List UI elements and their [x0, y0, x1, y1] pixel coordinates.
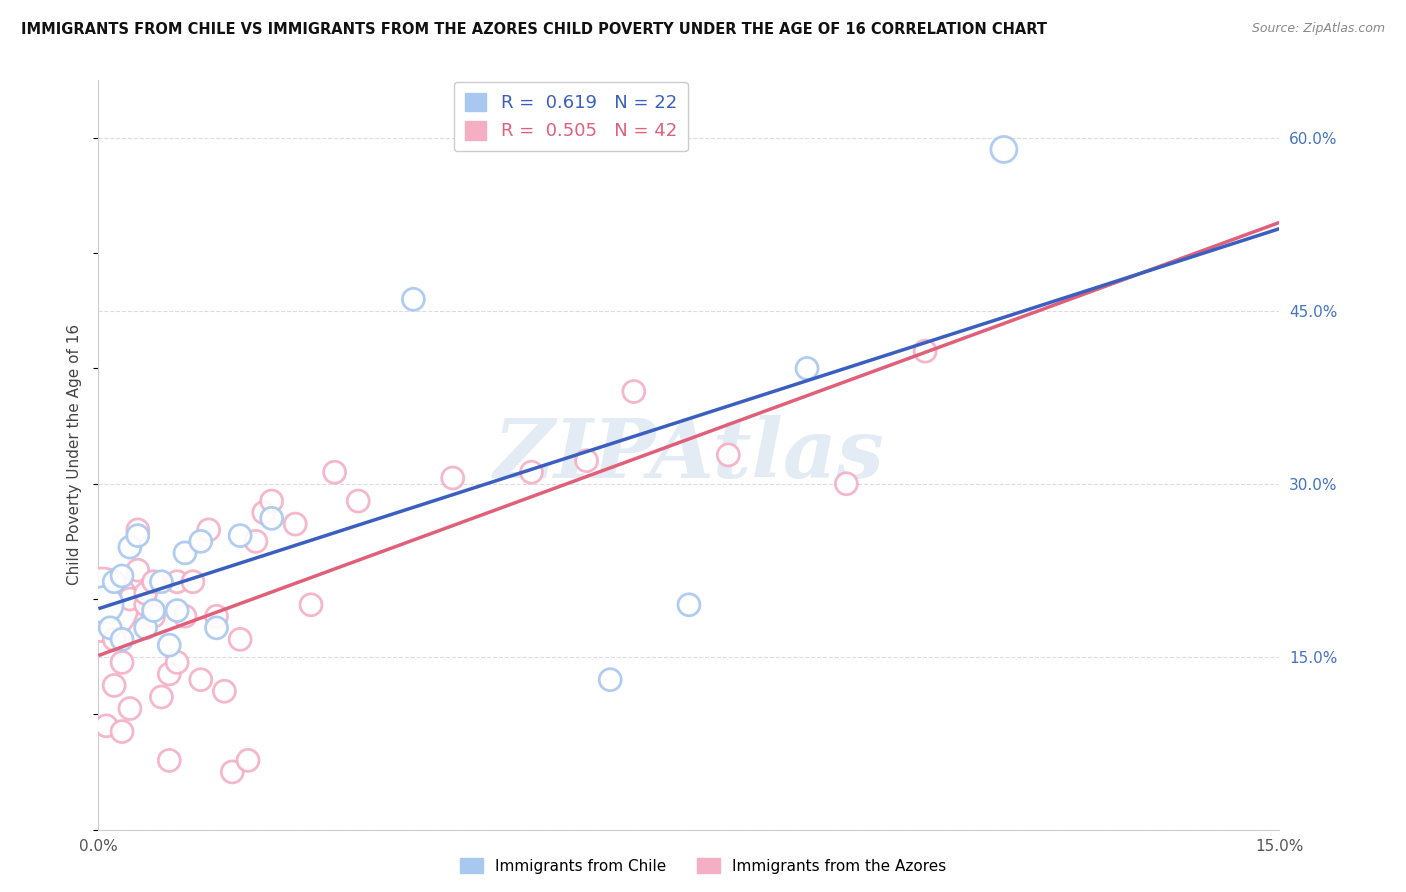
Point [127, 528, 149, 542]
Point [166, 574, 188, 589]
Point [103, 574, 125, 589]
Point [118, 540, 141, 554]
Point [284, 517, 307, 532]
Text: IMMIGRANTS FROM CHILE VS IMMIGRANTS FROM THE AZORES CHILD POVERTY UNDER THE AGE : IMMIGRANTS FROM CHILE VS IMMIGRANTS FROM… [21, 22, 1047, 37]
Point [347, 494, 370, 508]
Point [157, 667, 180, 681]
Point [135, 621, 157, 635]
Point [90, 598, 112, 612]
Point [190, 673, 212, 687]
Point [245, 534, 267, 549]
Point [197, 523, 219, 537]
Point [111, 724, 134, 739]
Point [111, 656, 134, 670]
Point [993, 143, 1015, 157]
Point [174, 609, 197, 624]
Point [575, 453, 598, 467]
Point [142, 609, 165, 624]
Legend: R =  0.619   N = 22, R =  0.505   N = 42: R = 0.619 N = 22, R = 0.505 N = 42 [454, 82, 688, 152]
Point [103, 632, 125, 647]
Point [181, 574, 204, 589]
Text: Source: ZipAtlas.com: Source: ZipAtlas.com [1251, 22, 1385, 36]
Point [127, 523, 149, 537]
Point [796, 361, 818, 376]
Point [111, 569, 134, 583]
Point [103, 678, 125, 692]
Point [93, 598, 115, 612]
Legend: Immigrants from Chile, Immigrants from the Azores: Immigrants from Chile, Immigrants from t… [454, 852, 952, 880]
Point [96, 719, 118, 733]
Point [166, 603, 188, 617]
Point [205, 621, 228, 635]
Y-axis label: Child Poverty Under the Age of 16: Child Poverty Under the Age of 16 [67, 325, 83, 585]
Point [229, 528, 252, 542]
Point [260, 511, 283, 525]
Point [111, 632, 134, 647]
Point [174, 546, 197, 560]
Point [135, 598, 157, 612]
Point [135, 586, 157, 600]
Point [299, 598, 322, 612]
Point [835, 476, 858, 491]
Point [150, 574, 173, 589]
Point [221, 764, 243, 779]
Text: ZIPAtlas: ZIPAtlas [494, 415, 884, 495]
Point [157, 638, 180, 652]
Point [253, 506, 276, 520]
Point [402, 293, 425, 307]
Point [142, 603, 165, 617]
Point [717, 448, 740, 462]
Point [98, 621, 121, 635]
Point [142, 574, 165, 589]
Point [190, 534, 212, 549]
Point [236, 753, 259, 767]
Point [214, 684, 236, 698]
Point [623, 384, 645, 399]
Point [150, 690, 173, 704]
Point [229, 632, 252, 647]
Point [118, 592, 141, 607]
Point [127, 563, 149, 577]
Point [599, 673, 621, 687]
Point [323, 465, 346, 479]
Point [520, 465, 543, 479]
Point [157, 753, 180, 767]
Point [678, 598, 700, 612]
Point [441, 471, 464, 485]
Point [914, 344, 936, 359]
Point [205, 609, 228, 624]
Point [166, 656, 188, 670]
Point [260, 494, 283, 508]
Point [118, 701, 141, 715]
